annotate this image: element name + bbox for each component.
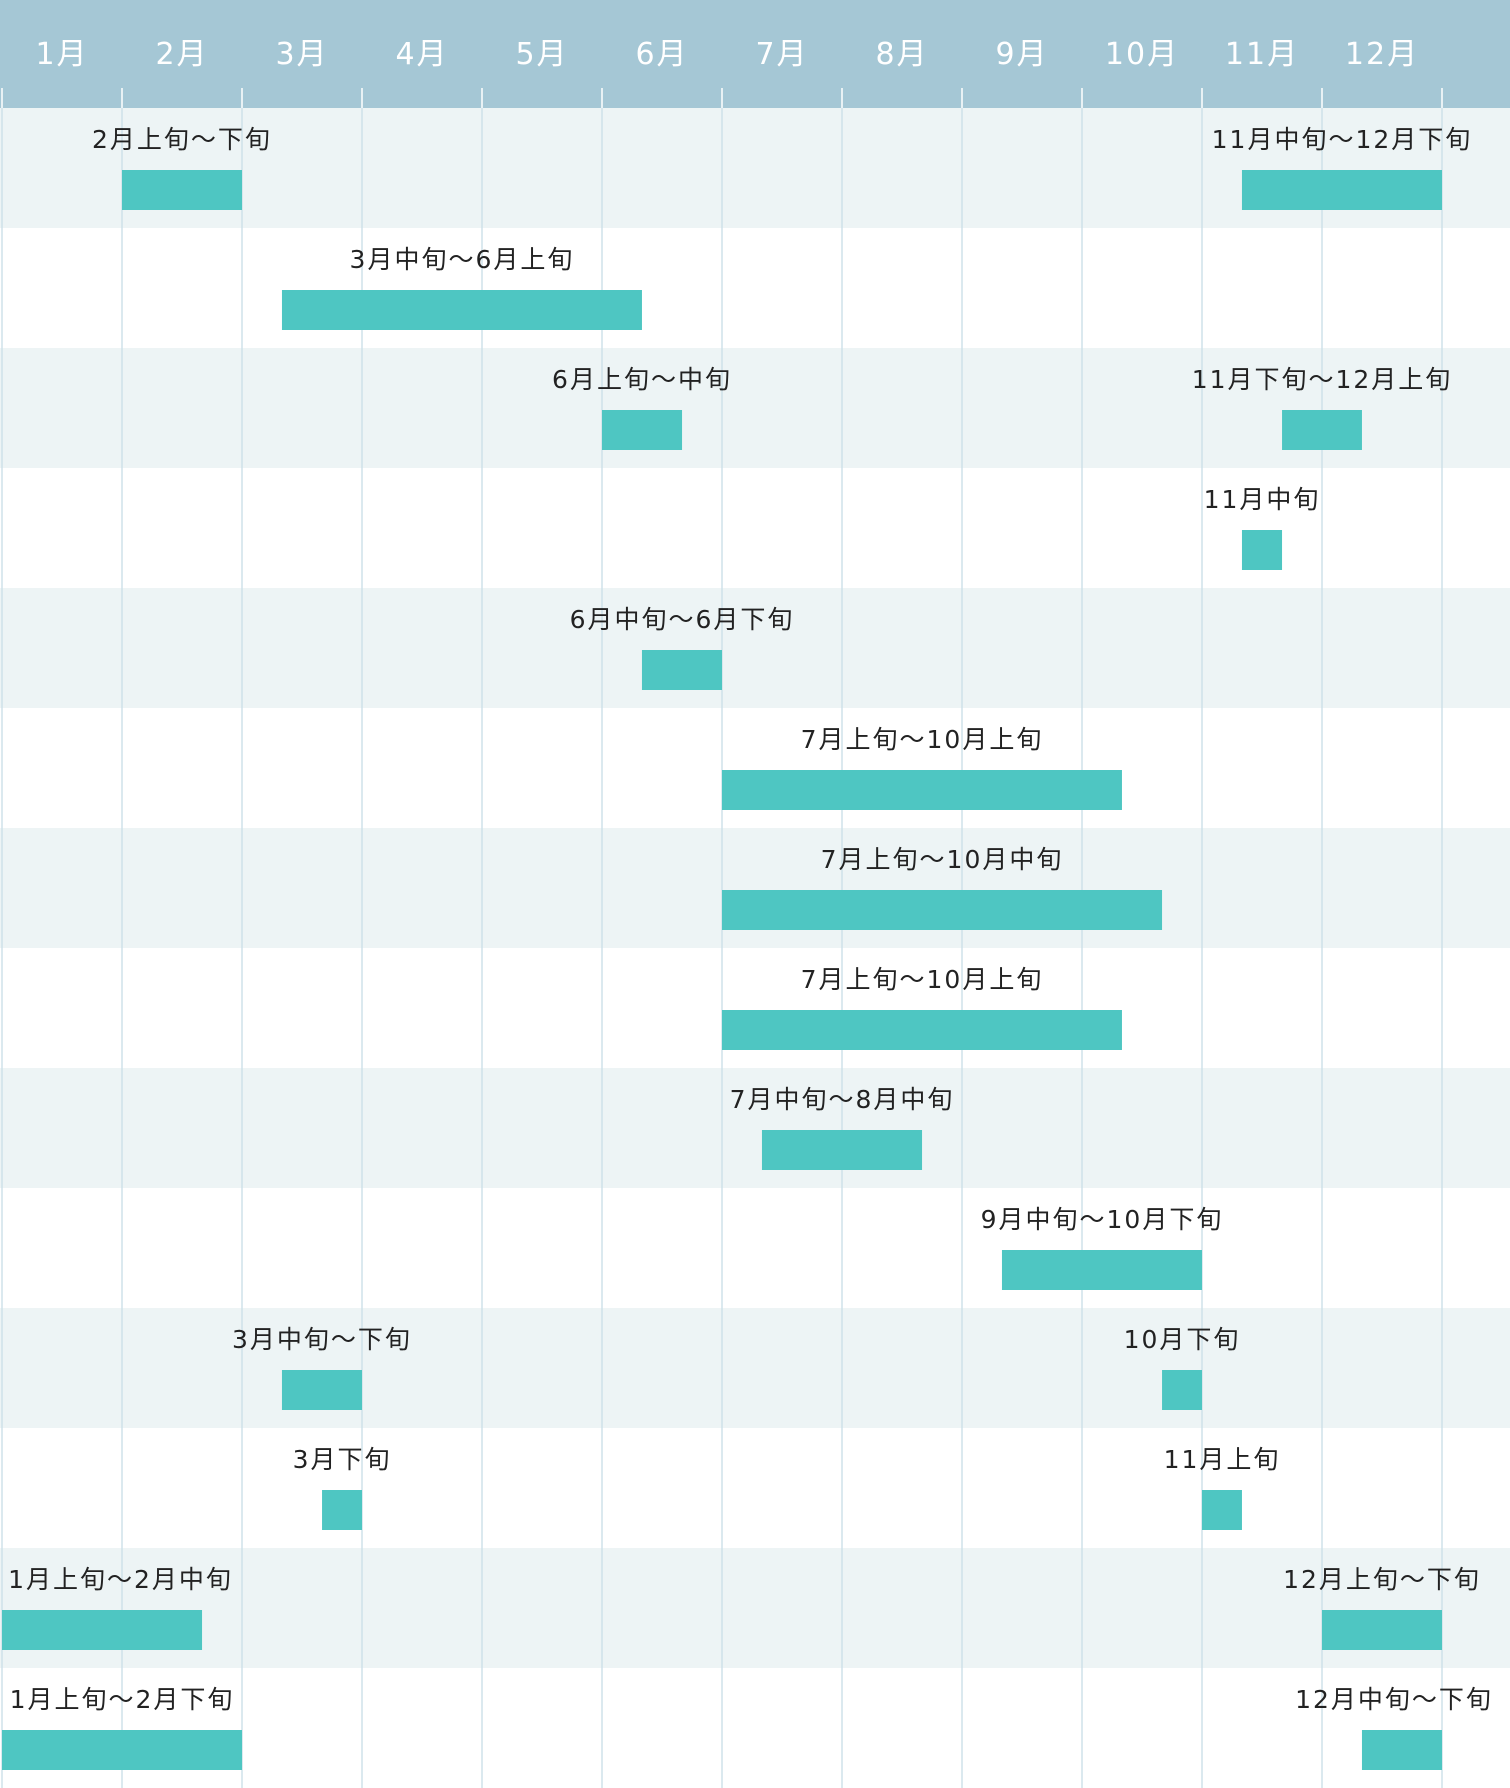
period-label: 7月上旬～10月上旬	[801, 725, 1044, 754]
month-label: 3月	[275, 37, 328, 72]
period-bar	[722, 770, 1122, 810]
period-bar	[281, 290, 642, 330]
period-label: 3月下旬	[293, 1445, 392, 1474]
period-bar	[1322, 1610, 1442, 1650]
period-bar	[2, 1610, 203, 1650]
period-bar	[602, 410, 683, 450]
period-label: 9月中旬～10月下旬	[981, 1205, 1224, 1234]
period-bar	[722, 1010, 1122, 1050]
period-label: 7月上旬～10月中旬	[821, 845, 1064, 874]
period-label: 11月中旬～12月下旬	[1212, 125, 1473, 154]
month-header	[0, 0, 1510, 108]
month-label: 12月	[1345, 37, 1419, 72]
month-label: 1月	[35, 37, 88, 72]
period-bar	[1282, 410, 1362, 450]
period-label: 11月上旬	[1164, 1445, 1281, 1474]
period-bars	[2, 170, 1442, 1770]
month-label: 8月	[875, 37, 928, 72]
month-label: 7月	[755, 37, 808, 72]
period-bar	[1162, 1370, 1202, 1410]
row-background	[0, 1188, 1510, 1308]
period-label: 1月上旬～2月下旬	[10, 1685, 235, 1714]
row-background	[0, 1668, 1510, 1788]
row-background	[0, 1308, 1510, 1428]
period-label: 11月下旬～12月上旬	[1192, 365, 1453, 394]
period-bar	[1241, 530, 1283, 570]
period-label: 12月上旬～下旬	[1283, 1565, 1481, 1594]
period-bar	[641, 650, 722, 690]
month-labels: 1月 2月 3月 4月 5月 6月 7月 8月 9月 10月 11月 12月	[35, 37, 1419, 72]
row-background	[0, 1428, 1510, 1548]
row-background	[0, 228, 1510, 348]
row-backgrounds	[0, 108, 1510, 1788]
period-bar	[1202, 1490, 1242, 1530]
period-bar	[1001, 1250, 1202, 1290]
month-label: 5月	[515, 37, 568, 72]
period-label: 3月中旬～下旬	[232, 1325, 412, 1354]
period-label: 1月上旬～2月中旬	[8, 1565, 233, 1594]
month-label: 9月	[995, 37, 1048, 72]
row-background	[0, 348, 1510, 468]
month-gridlines	[1, 88, 1443, 1788]
month-label: 2月	[155, 37, 208, 72]
period-bar	[2, 1730, 242, 1770]
month-label: 11月	[1225, 37, 1299, 72]
period-label: 10月下旬	[1124, 1325, 1241, 1354]
row-background	[0, 1548, 1510, 1668]
period-label: 7月上旬～10月上旬	[801, 965, 1044, 994]
month-label: 6月	[635, 37, 688, 72]
period-bar	[761, 1130, 923, 1170]
period-bar	[122, 170, 242, 210]
month-label: 10月	[1105, 37, 1179, 72]
period-bar	[322, 1490, 362, 1530]
period-label: 12月中旬～下旬	[1295, 1685, 1493, 1714]
row-background	[0, 588, 1510, 708]
period-label: 2月上旬～下旬	[92, 125, 272, 154]
period-label: 11月中旬	[1204, 485, 1321, 514]
period-label: 3月中旬～6月上旬	[350, 245, 575, 274]
month-label: 4月	[395, 37, 448, 72]
period-label: 7月中旬～8月中旬	[730, 1085, 955, 1114]
period-label: 6月上旬～中旬	[552, 365, 732, 394]
period-bar	[722, 890, 1163, 930]
row-background	[0, 1068, 1510, 1188]
period-bar	[1361, 1730, 1442, 1770]
period-bar	[281, 1370, 362, 1410]
period-bar	[1241, 170, 1442, 210]
period-labels: 2月上旬～下旬 11月中旬～12月下旬 3月中旬～6月上旬 6月上旬～中旬 11月下旬～…	[8, 125, 1493, 1714]
period-label: 6月中旬～6月下旬	[570, 605, 795, 634]
